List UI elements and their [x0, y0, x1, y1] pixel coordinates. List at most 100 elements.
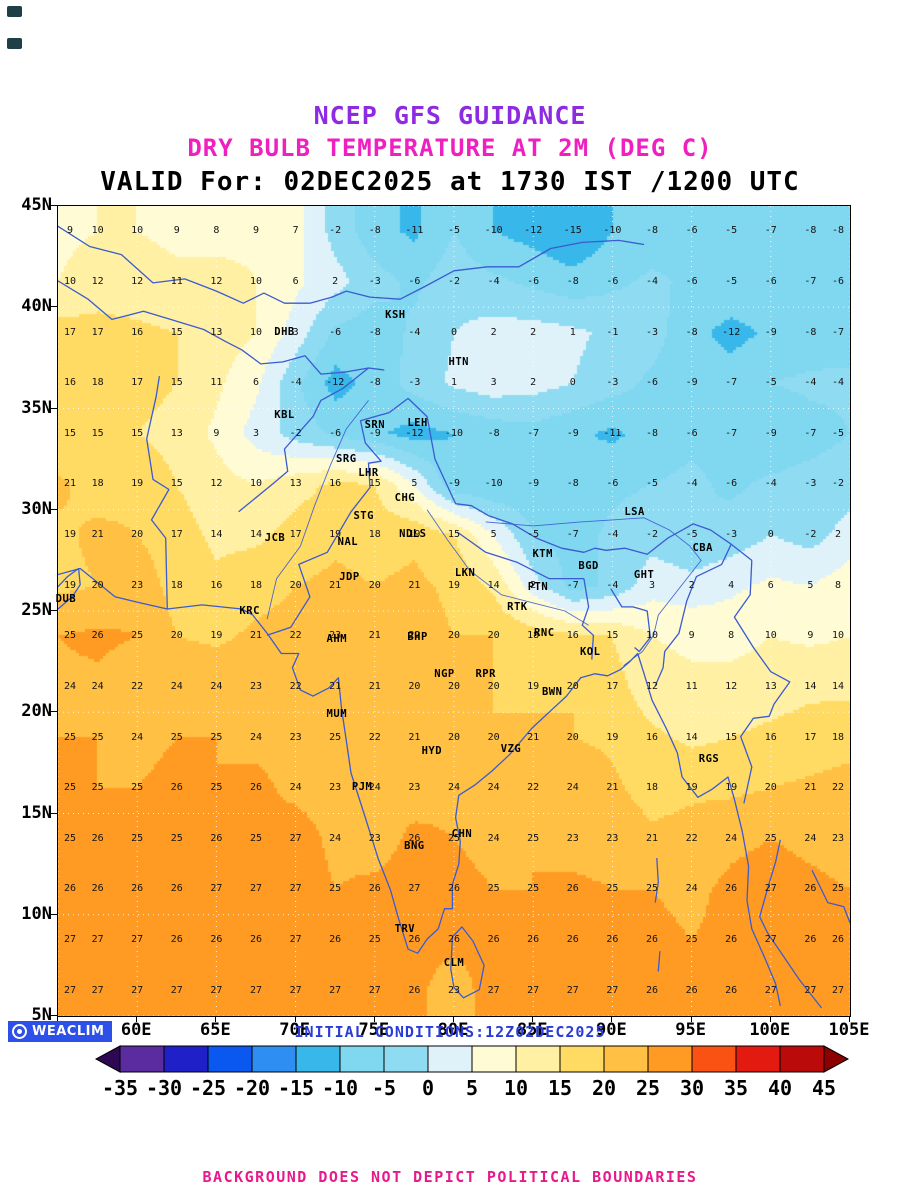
grid-value: -8: [685, 326, 698, 338]
grid-value: 26: [408, 984, 421, 996]
grid-value: -9: [685, 377, 698, 389]
station-label: SRN: [364, 418, 386, 431]
grid-value: -5: [685, 529, 698, 541]
grid-value: -2: [645, 529, 659, 541]
grid-value: 25: [606, 883, 619, 895]
station-label: LEH: [407, 416, 428, 429]
colorbar-segment: [295, 1045, 341, 1073]
grid-value: -8: [368, 377, 381, 389]
grid-value: -8: [804, 225, 817, 237]
station-label: DHB: [274, 325, 295, 338]
grid-value: -7: [831, 326, 845, 338]
lon-axis-label: 90E: [596, 1020, 627, 1040]
grid-value: 2: [530, 377, 537, 389]
grid-value: 26: [91, 630, 104, 642]
grid-value: 26: [725, 883, 738, 895]
grid-value: 27: [329, 984, 342, 996]
grid-value: 5: [490, 529, 497, 541]
coast-boundary-line: [407, 397, 753, 561]
lon-axis-label: 80E: [437, 1020, 469, 1040]
grid-value: 2: [332, 275, 339, 287]
grid-value: 25: [329, 731, 342, 743]
station-label: KRC: [239, 605, 260, 617]
grid-value: 25: [685, 934, 698, 946]
grid-value: -8: [566, 275, 579, 287]
colorbar-segment: [383, 1045, 429, 1073]
axis-tick: [51, 407, 57, 409]
lat-axis-label: 15N: [21, 802, 52, 823]
station-label: RPR: [475, 667, 496, 680]
grid-value: 10: [831, 630, 845, 642]
station-label: RTK: [507, 600, 528, 613]
coast-boundary-line: [266, 397, 409, 636]
grid-value: -8: [831, 225, 845, 237]
grid-value: 13: [289, 478, 302, 490]
grid-value: 26: [685, 984, 698, 996]
grid-value: 26: [408, 934, 421, 946]
grid-value: -5: [447, 225, 461, 237]
grid-value: 20: [447, 731, 461, 743]
grid-value: 6: [767, 579, 774, 591]
grid-value: -6: [725, 478, 738, 490]
grid-value: 17: [289, 529, 302, 541]
grid-value: 25: [447, 832, 461, 844]
grid-value: 27: [91, 934, 104, 946]
station-label: CHN: [451, 827, 473, 840]
station-label: TRV: [394, 922, 416, 935]
colorbar-tick-label: -35: [102, 1076, 138, 1100]
grid-value: 26: [170, 934, 183, 946]
grid-value: 21: [527, 731, 540, 743]
grid-value: 27: [764, 984, 777, 996]
lat-axis-label: 40N: [21, 296, 52, 317]
grid-value: -7: [527, 427, 540, 439]
station-label: NDLS: [399, 528, 427, 541]
station-label: LSA: [624, 505, 645, 518]
grid-value: 2: [490, 326, 497, 338]
lon-axis-label: 105E: [828, 1020, 870, 1040]
grid-value: -2: [329, 225, 342, 237]
station-label: VZG: [500, 742, 522, 755]
axis-tick: [51, 711, 57, 713]
colorbar-tick-label: -30: [146, 1076, 182, 1100]
grid-value: 27: [289, 883, 302, 895]
grid-value: 15: [606, 630, 619, 642]
grid-value: -4: [685, 478, 698, 490]
grid-value: 19: [527, 680, 540, 692]
grid-value: 1: [450, 377, 458, 389]
lon-axis-label: 65E: [200, 1020, 231, 1040]
grid-value: 23: [329, 782, 342, 794]
grid-value: 24: [63, 680, 77, 692]
colorbar-tick-label: 20: [592, 1076, 616, 1100]
grid-value: 6: [292, 275, 299, 287]
grid-value: 11: [685, 680, 698, 692]
grid-value: 24: [487, 782, 500, 794]
grid-value: 25: [487, 883, 500, 895]
grid-value: -10: [484, 225, 503, 237]
colorbar-segment: [735, 1045, 781, 1073]
station-label: NAL: [337, 536, 359, 549]
coast-boundary-line: [811, 869, 850, 924]
axis-tick: [51, 913, 57, 915]
station-label: JDP: [339, 570, 360, 583]
grid-value: 24: [725, 832, 738, 844]
colorbar-segment: [559, 1045, 605, 1073]
grid-value: -6: [685, 225, 698, 237]
station-label: KBL: [274, 408, 295, 421]
valid-time: VALID For: 02DEC2025 at 1730 IST /1200 U…: [100, 167, 800, 197]
grid-value: 21: [63, 478, 77, 490]
grid-value: -10: [444, 427, 464, 439]
grid-value: 25: [210, 782, 223, 794]
coast-boundary-line: [759, 839, 823, 1009]
grid-value: 25: [131, 832, 144, 844]
grid-value: 10: [91, 225, 104, 237]
river-line: [485, 517, 702, 667]
lon-axis-label: 85E: [516, 1020, 548, 1040]
grid-value: 27: [249, 883, 263, 895]
grid-value: -2: [289, 427, 302, 439]
coast-boundary-line: [657, 951, 661, 972]
grid-value: -3: [804, 478, 817, 490]
grid-value: -6: [685, 427, 698, 439]
grid-value: -5: [527, 529, 540, 541]
grid-value: 19: [63, 579, 77, 591]
grid-value: 14: [804, 680, 817, 692]
